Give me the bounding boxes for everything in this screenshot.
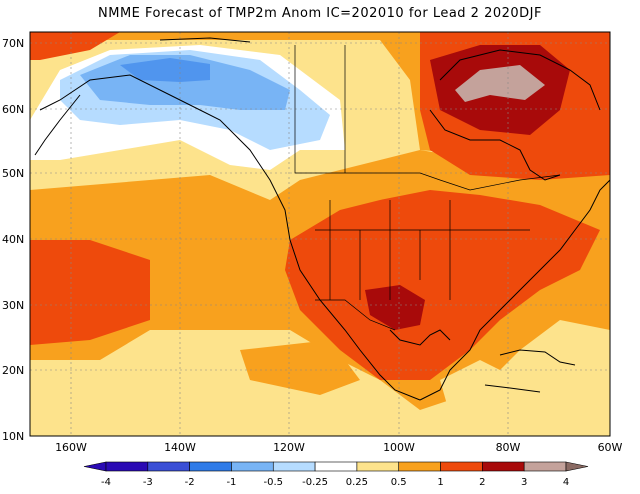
lat-label-10n: 10N xyxy=(2,430,25,443)
warm3-us xyxy=(285,190,600,380)
colorbar-segment xyxy=(272,461,316,472)
warm3-arctic-west xyxy=(30,32,120,60)
lon-label-80w: 80W xyxy=(495,441,521,454)
colorbar-segment xyxy=(105,461,149,472)
lon-label-160w: 160W xyxy=(55,441,87,454)
colorbar-arrow-right xyxy=(565,461,589,472)
lon-label-60w: 60W xyxy=(597,441,623,454)
colorbar-segment xyxy=(231,461,274,472)
lon-label-140w: 140W xyxy=(164,441,196,454)
warm3-pacific xyxy=(30,240,150,345)
colorbar-segment xyxy=(440,461,483,472)
anomaly-fields xyxy=(30,32,610,436)
lat-label-20n: 20N xyxy=(2,364,25,377)
colorbar-arrow-left xyxy=(83,461,107,472)
colorbar-label: -0.5 xyxy=(263,477,284,488)
colorbar-label: 0.25 xyxy=(345,477,369,488)
colorbar-label: -2 xyxy=(184,477,195,488)
colorbar-segment xyxy=(482,461,525,472)
colorbar-label: -3 xyxy=(142,477,153,488)
lon-label-100w: 100W xyxy=(383,441,415,454)
cold3-alaska xyxy=(120,58,210,82)
lon-label-120w: 120W xyxy=(273,441,305,454)
coastlines xyxy=(34,37,610,401)
warm2-region-south xyxy=(240,340,360,395)
warm4-texas xyxy=(365,285,425,330)
map-title: NMME Forecast of TMP2m Anom IC=202010 fo… xyxy=(98,6,542,21)
map-frame xyxy=(29,31,611,437)
colorbar-label: 4 xyxy=(562,477,570,488)
colorbar-segment xyxy=(147,461,190,472)
colorbar xyxy=(83,461,589,472)
colorbar-label: 1 xyxy=(437,477,444,488)
colorbar-segment xyxy=(189,461,232,472)
lat-label-60n: 60N xyxy=(2,103,25,116)
colorbar-label: -1 xyxy=(226,477,237,488)
lat-label-50n: 50N xyxy=(2,167,25,180)
colorbar-label: -4 xyxy=(101,477,111,488)
warm5-hudson xyxy=(455,65,545,102)
colorbar-label: 0.5 xyxy=(390,477,407,488)
colorbar-label: 2 xyxy=(479,477,486,488)
lat-label-30n: 30N xyxy=(2,299,25,312)
colorbar-segment xyxy=(356,461,400,472)
political-borders xyxy=(294,45,561,331)
lat-label-70n: 70N xyxy=(2,37,25,50)
warm1-caribbean xyxy=(440,360,520,415)
lat-label-40n: 40N xyxy=(2,233,25,246)
colorbar-label: -0.25 xyxy=(302,477,329,488)
colorbar-segment xyxy=(398,461,441,472)
graticule xyxy=(30,32,610,436)
colorbar-segment xyxy=(523,461,567,472)
colorbar-label: 3 xyxy=(520,477,528,488)
colorbar-segment xyxy=(314,461,358,472)
